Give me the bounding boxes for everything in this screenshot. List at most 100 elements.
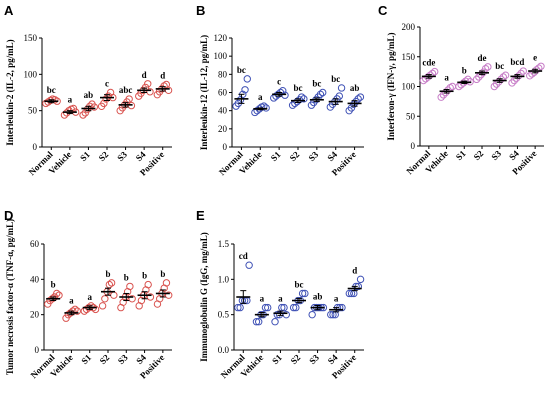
- data-point: [104, 92, 113, 100]
- data-point: [281, 91, 289, 99]
- significance-letter: a: [87, 292, 92, 302]
- x-tick-label: S2: [288, 149, 302, 163]
- data-point: [484, 63, 492, 71]
- data-point: [126, 282, 134, 291]
- y-tick-label: 80: [218, 69, 228, 79]
- data-point: [288, 101, 297, 109]
- data-point: [53, 289, 61, 298]
- y-tick-label: 50: [28, 106, 38, 116]
- panel-b: B Interleukin-12 (IL-12, pg/mL) 0 20 40 60 80 1…: [196, 3, 365, 178]
- data-point: [98, 302, 107, 310]
- data-point: [508, 79, 516, 87]
- data-point: [301, 289, 309, 298]
- y-tick-label: 40: [30, 274, 40, 284]
- data-point: [255, 318, 263, 326]
- data-point: [472, 75, 481, 84]
- significance-letter: a: [69, 295, 74, 305]
- y-tick-label: 100: [402, 82, 416, 92]
- data-point: [319, 88, 327, 97]
- x-tick-label: S1: [79, 352, 93, 366]
- data-point: [354, 95, 362, 103]
- y-tick-label: 0: [35, 345, 40, 355]
- significance-letter: b: [51, 279, 56, 289]
- x-tick-label: S2: [98, 352, 112, 366]
- y-axis-label: Interferon-γ (IFN-γ, pg/mL): [386, 33, 396, 141]
- y-axis-label: Interleukin-2 (IL-2, pg/mL): [5, 39, 15, 145]
- significance-letter: a: [334, 294, 339, 304]
- significance-letter: cde: [422, 58, 435, 68]
- x-tick-label: S3: [489, 148, 503, 162]
- significance-letter: bc: [312, 79, 321, 89]
- data-point: [537, 62, 545, 70]
- y-tick-label: 100: [24, 69, 38, 79]
- data-point: [271, 318, 279, 326]
- significance-letter: b: [124, 272, 129, 282]
- data-point: [526, 72, 534, 80]
- significance-letter: ab: [350, 83, 360, 93]
- significance-letter: e: [533, 52, 537, 62]
- data-point: [146, 293, 155, 301]
- panel-letter: C: [378, 3, 388, 18]
- data-point: [419, 76, 428, 85]
- significance-letter: a: [258, 92, 263, 102]
- y-tick-label: 0: [411, 141, 416, 151]
- y-tick-label: 0: [33, 142, 38, 152]
- data-point: [234, 303, 242, 312]
- data-point: [144, 280, 152, 289]
- data-point: [245, 261, 253, 269]
- data-point: [308, 310, 316, 319]
- data-point: [356, 275, 365, 284]
- data-point: [422, 75, 430, 83]
- significance-letter: bc: [331, 74, 340, 84]
- panel-e: E Immunoglobulin G (IgG, mg/mL) 0.0 0.5 1.0 1…: [196, 208, 365, 381]
- x-tick-label: S2: [289, 352, 303, 366]
- significance-letter: bc: [47, 85, 56, 95]
- significance-letter: bc: [294, 83, 303, 93]
- data-point: [146, 88, 154, 96]
- data-point: [292, 303, 300, 312]
- data-point: [261, 303, 270, 312]
- data-point: [241, 86, 249, 94]
- y-tick-label: 200: [402, 22, 416, 32]
- data-point: [329, 310, 337, 319]
- data-point: [335, 92, 344, 100]
- significance-letter: a: [278, 294, 283, 304]
- data-point: [345, 289, 354, 298]
- data-point: [356, 93, 365, 101]
- y-tick-label: 1.0: [218, 274, 230, 284]
- x-tick-label: S3: [115, 149, 129, 163]
- data-point: [280, 303, 288, 312]
- y-tick-label: 1.5: [218, 239, 230, 249]
- y-tick-label: 40: [218, 106, 228, 116]
- data-point: [144, 80, 152, 88]
- y-tick-label: 60: [218, 88, 228, 98]
- data-point: [289, 303, 298, 312]
- data-point: [164, 86, 173, 95]
- data-point: [437, 93, 445, 101]
- x-tick-label: S3: [307, 352, 321, 366]
- data-point: [243, 75, 251, 83]
- panel-letter: B: [196, 3, 205, 18]
- significance-letter: d: [160, 71, 165, 81]
- x-tick-label: S1: [270, 352, 284, 366]
- data-point: [347, 104, 356, 112]
- data-point: [81, 109, 89, 117]
- significance-letter: bcd: [510, 57, 524, 67]
- data-point: [327, 310, 335, 319]
- y-tick-label: 0.5: [218, 310, 230, 320]
- x-tick-label: S1: [78, 149, 92, 163]
- x-tick-label: S3: [116, 352, 130, 366]
- data-point: [282, 310, 290, 319]
- significance-letter: b: [462, 65, 467, 75]
- x-tick-label: S2: [472, 148, 486, 162]
- data-point: [501, 71, 510, 79]
- data-point: [125, 95, 133, 103]
- significance-letter: b: [160, 269, 165, 279]
- x-tick-label: S4: [134, 149, 148, 163]
- data-point: [455, 82, 463, 91]
- data-point: [316, 90, 325, 99]
- panel-letter: D: [4, 208, 13, 223]
- y-axis-label: Immunoglobulin G (IgG, mg/mL): [199, 232, 209, 362]
